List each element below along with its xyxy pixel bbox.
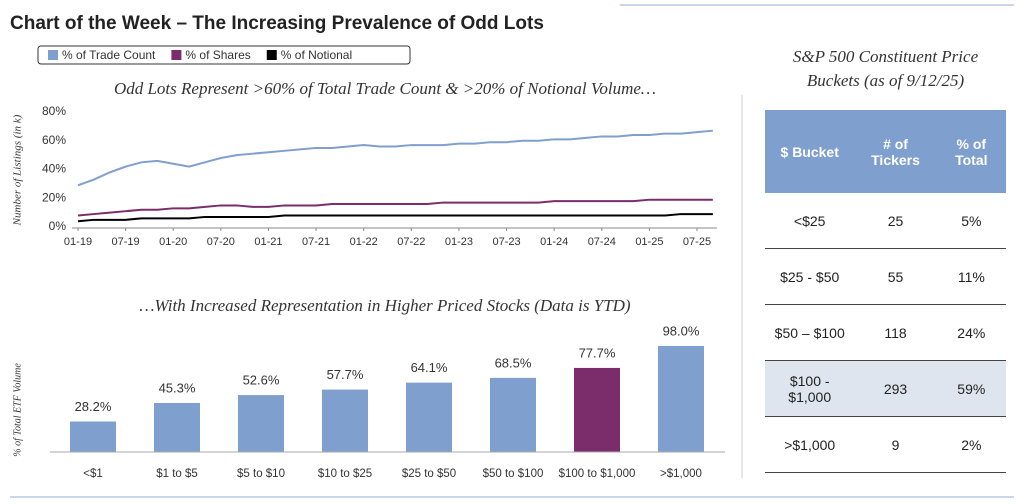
table-cell: $50 – $100	[765, 304, 855, 361]
series-line	[77, 198, 713, 217]
value-label: 57.7%	[327, 367, 364, 382]
x-tick-label: 07-19	[112, 236, 140, 248]
x-tick-label: 01-24	[540, 236, 568, 248]
table-cell: 293	[854, 360, 937, 417]
table-row: $100 - $1,000 293 59%	[765, 360, 1006, 417]
table-cell: $25 - $50	[765, 248, 855, 305]
x-tick-label: <$1	[83, 468, 103, 480]
bar	[658, 345, 704, 452]
x-tick-label: >$1,000	[660, 468, 702, 480]
y-axis-label: Number of Listings (in k)	[12, 114, 24, 226]
y-tick-label: 40%	[42, 162, 66, 176]
page-title: Chart of the Week – The Increasing Preva…	[10, 13, 544, 34]
table-cell: 5%	[936, 193, 1006, 249]
legend-swatch	[266, 50, 277, 60]
table-panel: S&P 500 Constituent Price Buckets (as of…	[765, 45, 1006, 473]
table-title: S&P 500 Constituent Price Buckets (as of…	[792, 47, 979, 90]
legend-label: % of Trade Count	[62, 48, 156, 62]
legend-swatch	[171, 50, 182, 60]
table-cell: 24%	[936, 304, 1006, 361]
x-tick-label: $50 to $100	[483, 468, 544, 480]
x-tick-label: 07-24	[588, 236, 616, 248]
table-cell: 25	[854, 193, 937, 249]
x-tick-label: 01-20	[159, 236, 187, 248]
bar	[406, 382, 452, 452]
chart-title: …With Increased Representation in Higher…	[139, 296, 631, 315]
series-line	[77, 213, 713, 223]
bar	[70, 421, 116, 452]
value-label: 77.7%	[579, 345, 616, 360]
table-row: $25 - $50 55 11%	[765, 248, 1006, 305]
table-row: <$25 25 5%	[765, 193, 1006, 249]
column-header: # of Tickers	[854, 110, 937, 193]
table-cell: 11%	[936, 248, 1006, 305]
table-cell: 55	[854, 248, 937, 305]
bar	[154, 402, 200, 452]
bar	[322, 389, 368, 452]
y-axis-label: % of Total ETF Volume	[12, 363, 23, 457]
y-tick-label: 60%	[42, 133, 66, 147]
table-cell: $100 - $1,000	[765, 360, 855, 417]
y-tick-label: 20%	[42, 190, 66, 204]
value-label: 68.5%	[495, 355, 532, 370]
x-tick-label: 07-21	[302, 236, 330, 248]
x-tick-label: $100 to $1,000	[559, 468, 636, 480]
table-cell: 59%	[936, 360, 1006, 417]
legend-label: % of Shares	[185, 48, 250, 62]
legend-box	[37, 45, 411, 65]
bar	[238, 395, 284, 452]
x-tick-label: 01-19	[64, 236, 92, 248]
x-tick-label: 01-23	[445, 236, 473, 248]
value-label: 45.3%	[159, 380, 196, 395]
x-tick-label: 01-25	[635, 236, 663, 248]
x-tick-label: $1 to $5	[156, 468, 198, 480]
table-row: $50 – $100 118 24%	[765, 304, 1006, 361]
table-row: >$1,000 9 2%	[765, 416, 1006, 473]
x-tick-label: $25 to $50	[402, 468, 456, 480]
bar	[574, 367, 620, 452]
value-label: 98.0%	[663, 323, 700, 338]
legend-swatch	[48, 50, 58, 60]
value-label: 28.2%	[75, 399, 112, 414]
bar	[490, 377, 536, 452]
x-tick-label: 07-25	[683, 236, 711, 248]
y-tick-label: 80%	[42, 104, 66, 118]
table-cell: 2%	[936, 416, 1006, 473]
x-tick-label: 01-21	[254, 236, 282, 248]
x-tick-label: 07-20	[207, 236, 235, 248]
series-line	[77, 129, 713, 187]
value-label: 52.6%	[243, 373, 280, 388]
table-cell: <$25	[765, 193, 855, 249]
x-tick-label: 01-22	[350, 236, 378, 248]
chart-title: Odd Lots Represent >60% of Total Trade C…	[114, 79, 656, 98]
y-tick-label: 0%	[49, 219, 67, 233]
table-cell: 118	[854, 304, 937, 361]
x-tick-label: 07-22	[397, 236, 425, 248]
value-label: 64.1%	[411, 360, 448, 375]
table: $ Bucket # of Tickers% of Total <$25 25 5% $2…	[765, 110, 1006, 473]
column-header: $ Bucket	[765, 110, 855, 193]
column-header: % of Total	[936, 110, 1006, 193]
x-tick-label: 07-23	[492, 236, 520, 248]
table-cell: 9	[854, 416, 937, 473]
table-cell: >$1,000	[765, 416, 855, 473]
x-tick-label: $5 to $10	[237, 468, 285, 480]
legend-label: % of Notional	[281, 48, 352, 62]
x-tick-label: $10 to $25	[318, 468, 372, 480]
